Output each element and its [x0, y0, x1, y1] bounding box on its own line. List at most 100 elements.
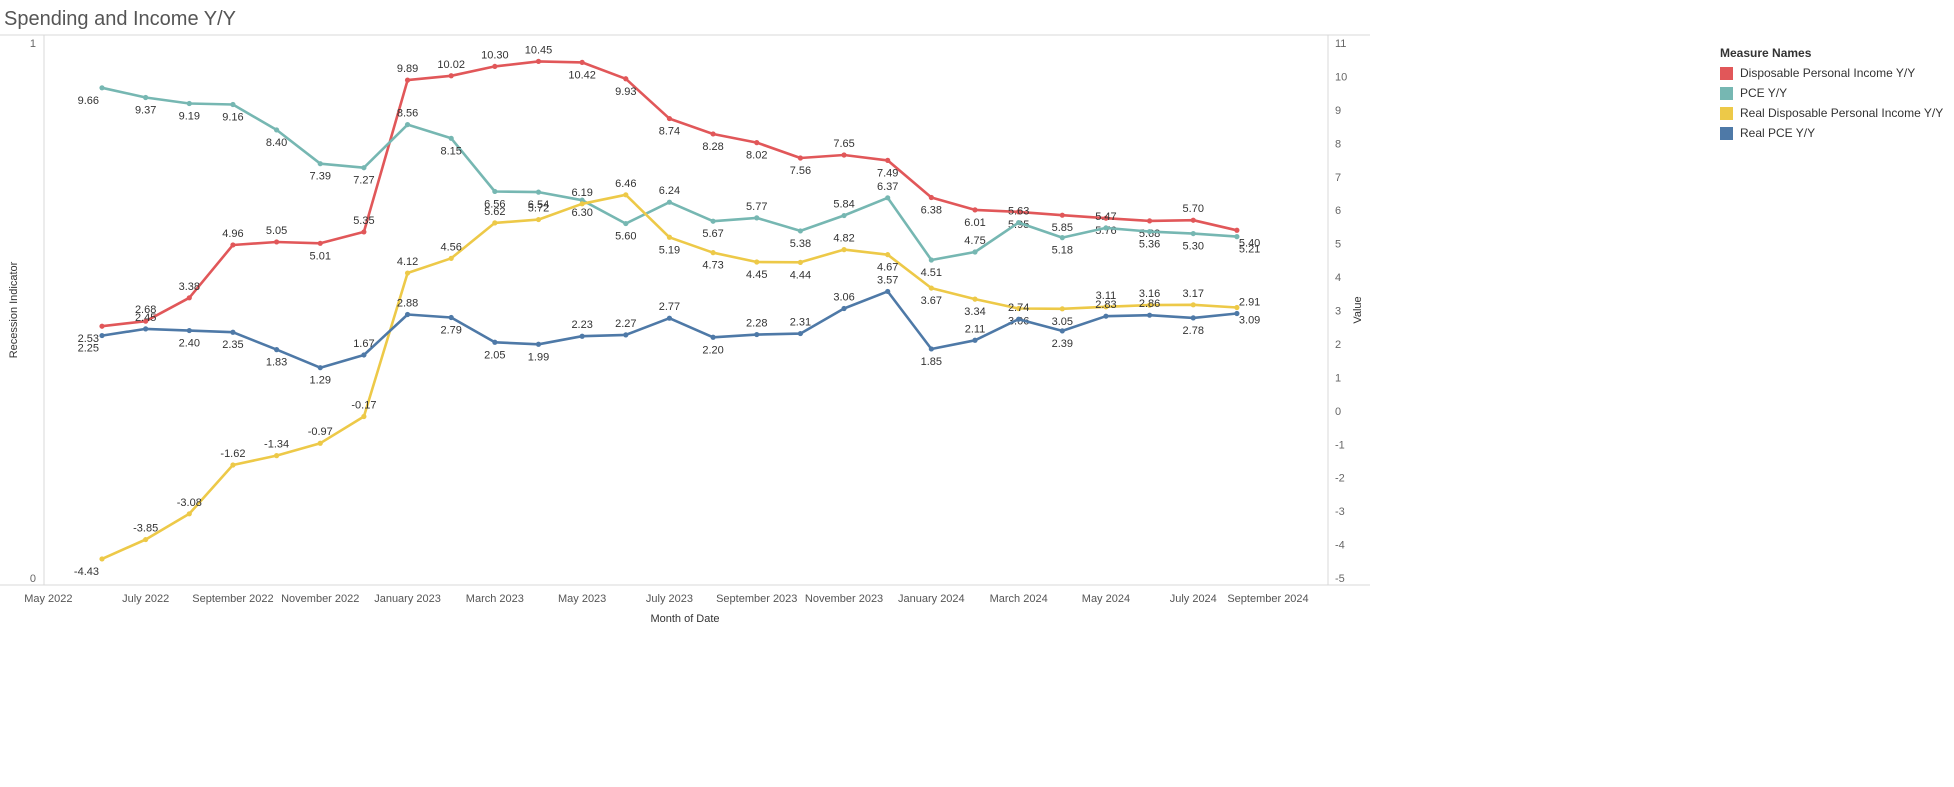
data-point — [623, 332, 629, 338]
data-label: -0.97 — [308, 426, 333, 438]
data-label: 5.67 — [702, 228, 723, 240]
data-point — [1190, 217, 1196, 223]
data-label: 5.72 — [528, 203, 549, 215]
legend-title: Measure Names — [1720, 46, 1812, 60]
data-label: 9.89 — [397, 63, 418, 75]
data-label: -3.08 — [177, 497, 202, 509]
data-label: 2.31 — [790, 317, 811, 329]
data-label: 4.73 — [702, 260, 723, 272]
data-point — [448, 73, 454, 79]
data-point — [1103, 225, 1109, 231]
data-point — [885, 195, 891, 201]
data-point — [143, 326, 149, 332]
data-point — [1016, 316, 1022, 322]
data-point — [797, 330, 804, 337]
data-point — [1016, 219, 1022, 226]
data-label: 2.23 — [571, 319, 592, 331]
right-axis-tick-label: -1 — [1335, 439, 1345, 451]
data-point — [492, 339, 498, 345]
data-label: 5.05 — [266, 225, 287, 237]
data-point — [274, 239, 280, 245]
data-point — [579, 197, 585, 203]
data-point — [143, 536, 149, 543]
right-axis-tick-label: -4 — [1335, 540, 1345, 552]
data-point — [404, 270, 411, 276]
legend-swatch — [1720, 86, 1733, 100]
data-point — [666, 234, 673, 240]
data-point — [535, 216, 542, 223]
data-label: 4.56 — [440, 241, 461, 253]
data-label: 4.67 — [877, 262, 898, 274]
data-label: 2.39 — [1052, 338, 1073, 350]
data-label: 8.56 — [397, 108, 418, 120]
data-label: 7.27 — [353, 175, 374, 187]
data-point — [1059, 212, 1065, 218]
right-axis-tick-label: 10 — [1335, 71, 1347, 83]
data-point — [492, 220, 498, 226]
data-label: 9.37 — [135, 105, 156, 117]
data-point — [186, 295, 192, 301]
legend-swatch — [1720, 126, 1733, 140]
data-label: 3.06 — [833, 291, 854, 303]
left-axis-tick-label: 1 — [30, 38, 36, 50]
legend-label: Real PCE Y/Y — [1740, 126, 1816, 140]
data-point — [404, 121, 411, 128]
data-label: -0.17 — [351, 399, 376, 411]
data-label: 9.66 — [78, 95, 99, 107]
x-axis-tick-label: July 2024 — [1170, 593, 1217, 605]
data-point — [492, 188, 498, 195]
data-label: 2.91 — [1239, 297, 1260, 309]
data-label: 3.34 — [964, 306, 985, 318]
data-point — [143, 94, 149, 101]
data-label: 4.82 — [833, 233, 854, 245]
right-axis-tick-label: 2 — [1335, 339, 1341, 351]
data-label: 6.24 — [659, 185, 680, 197]
data-point — [99, 556, 105, 562]
data-point — [841, 305, 847, 312]
legend-item-real-pce[interactable]: Real PCE Y/Y — [1720, 123, 1943, 143]
data-label: 7.65 — [833, 138, 854, 150]
data-label: 5.38 — [790, 238, 811, 250]
data-point — [535, 189, 542, 195]
data-label: 1.85 — [921, 356, 942, 368]
x-axis-tick-label: September 2024 — [1227, 593, 1308, 605]
x-axis-tick-label: May 2022 — [24, 593, 72, 605]
data-point — [710, 131, 716, 137]
right-axis-tick-label: 0 — [1335, 406, 1341, 418]
data-point — [361, 229, 367, 235]
data-label: -4.43 — [74, 566, 99, 578]
x-axis-tick-label: March 2024 — [990, 593, 1048, 605]
data-label: 2.20 — [702, 344, 723, 356]
data-point — [928, 346, 934, 352]
data-point — [186, 327, 192, 334]
data-label: 2.05 — [484, 349, 505, 361]
data-point — [1059, 235, 1065, 241]
data-point — [1103, 313, 1109, 319]
data-label: 3.11 — [1096, 290, 1117, 302]
data-point — [623, 192, 629, 198]
x-axis-tick-label: January 2024 — [898, 593, 965, 605]
data-point — [841, 152, 847, 158]
data-point — [492, 63, 498, 70]
right-axis-tick-label: -5 — [1335, 573, 1345, 585]
legend-item-disposable-income[interactable]: Disposable Personal Income Y/Y — [1720, 63, 1943, 83]
x-axis-tick-label: November 2023 — [805, 593, 883, 605]
legend-item-pce[interactable]: PCE Y/Y — [1720, 83, 1943, 103]
data-label: 3.38 — [179, 281, 200, 293]
data-label: 2.83 — [1095, 299, 1116, 311]
right-axis-tick-label: 11 — [1335, 38, 1346, 50]
data-label: 5.35 — [353, 215, 374, 227]
data-point — [317, 161, 323, 167]
data-point — [666, 315, 673, 321]
data-label: 6.38 — [921, 204, 942, 216]
legend-item-real-disposable-income[interactable]: Real Disposable Personal Income Y/Y — [1720, 103, 1943, 123]
legend-label: PCE Y/Y — [1740, 86, 1788, 100]
legend-label: Disposable Personal Income Y/Y — [1740, 66, 1916, 80]
data-label: 6.54 — [528, 199, 549, 211]
data-point — [710, 334, 716, 340]
data-point — [754, 215, 760, 221]
data-point — [1147, 218, 1153, 224]
data-label: 7.39 — [310, 171, 331, 183]
data-label: 5.01 — [310, 250, 331, 262]
data-point — [928, 285, 934, 291]
